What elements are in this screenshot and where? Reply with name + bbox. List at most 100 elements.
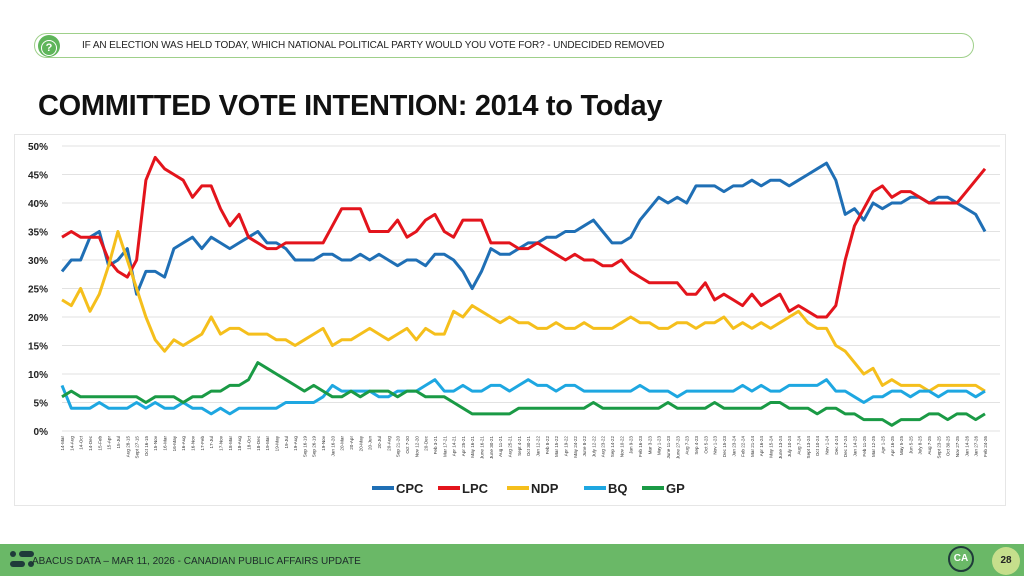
- x-tick-label: Apr 1-25: [880, 436, 885, 454]
- y-tick-label: 50%: [28, 142, 48, 153]
- y-tick-label: 45%: [28, 171, 48, 182]
- x-tick-label: Sept 27-15: [135, 436, 140, 459]
- x-tick-label: Apr 16-24: [759, 436, 764, 457]
- x-tick-label: Apr 16-25: [890, 436, 895, 457]
- x-tick-label: Nov 1-24: [825, 436, 830, 455]
- chart-frame: [14, 134, 1006, 506]
- x-tick-label: June 13-24: [778, 436, 783, 459]
- x-tick-label: Jan 14-26: [964, 436, 969, 457]
- series-line-cpc: [60, 161, 987, 296]
- x-tick-label: Sept 4-21: [517, 436, 522, 456]
- x-tick-label: 14-Oct: [79, 435, 84, 450]
- y-tick-label: 5%: [34, 399, 49, 410]
- x-tick-label: Jan 27-26: [974, 436, 979, 457]
- survey-question: IF AN ELECTION WAS HELD TODAY, WHICH NAT…: [82, 40, 665, 51]
- x-tick-label: 20-Apr: [349, 436, 354, 450]
- y-tick-label: 15%: [28, 342, 48, 353]
- y-tick-label: 40%: [28, 199, 48, 210]
- x-tick-label: Oct 16-15: [144, 436, 149, 457]
- x-tick-label: Feb 3-21: [433, 436, 438, 455]
- x-tick-label: 14-Mar: [60, 436, 65, 451]
- x-tick-label: Sep 26-19: [312, 436, 317, 458]
- x-tick-label: Feb 22-24: [741, 436, 746, 457]
- page-number: 28: [992, 547, 1020, 575]
- x-tick-label: Mar 3-23: [647, 436, 652, 455]
- x-tick-label: June 16-21: [480, 436, 485, 459]
- x-tick-label: July 10-24: [787, 436, 792, 458]
- series-line-lpc: [61, 155, 987, 319]
- x-tick-label: Jun 5-25: [908, 436, 913, 454]
- x-tick-label: Mar 17-21: [442, 436, 447, 457]
- x-tick-label: Jan 14-25: [852, 436, 857, 457]
- x-tick-label: June 8-22: [582, 436, 587, 457]
- x-tick-label: Jan 16-20: [330, 436, 335, 457]
- x-tick-label: Aug 7-24: [797, 436, 802, 455]
- y-tick-label: 35%: [28, 228, 48, 239]
- x-tick-label: 19-Nov: [321, 435, 326, 451]
- series-line-gp: [61, 361, 986, 427]
- x-tick-label: Aug 28-15: [125, 436, 130, 458]
- series-line-bq: [60, 378, 986, 416]
- x-tick-label: May 1-23: [657, 436, 662, 456]
- x-tick-label: July 8-25: [918, 436, 923, 455]
- x-tick-label: July 12-22: [591, 436, 596, 458]
- x-tick-label: 16-Mar: [163, 436, 168, 451]
- x-tick-label: 14-Aug: [69, 436, 74, 451]
- x-tick-label: 15-Jul: [116, 436, 121, 449]
- legend-label-cpc: CPC: [396, 481, 424, 496]
- y-tick-label: 10%: [28, 370, 48, 381]
- footer-bar: [0, 544, 1024, 576]
- x-tick-label: 15-Apr: [107, 436, 112, 450]
- x-tick-label: Sep 14-22: [610, 436, 615, 458]
- x-tick-label: 16-May: [172, 435, 177, 451]
- x-tick-label: Feb 16-23: [638, 436, 643, 457]
- x-tick-label: Oct 7-20: [405, 436, 410, 454]
- x-tick-label: Mar 12-25: [871, 436, 876, 457]
- ca-logo: CA: [948, 546, 974, 572]
- x-tick-label: 20-Mar: [340, 436, 345, 451]
- x-tick-label: Aug 11-21: [498, 436, 503, 457]
- x-tick-label: Nov 27-25: [955, 436, 960, 458]
- legend-label-gp: GP: [666, 481, 685, 496]
- question-circle-icon: ?: [38, 35, 60, 57]
- x-tick-label: 19-Mar: [265, 436, 270, 451]
- y-tick-label: 20%: [28, 313, 48, 324]
- x-tick-label: May 5-25: [899, 436, 904, 456]
- x-tick-label: 20-May: [358, 435, 363, 451]
- legend-label-lpc: LPC: [462, 481, 489, 496]
- x-tick-label: 19-Aug: [293, 436, 298, 451]
- x-tick-label: May 24-22: [573, 436, 578, 458]
- x-tick-label: Oct 5-23: [703, 436, 708, 454]
- x-tick-label: 15-Feb: [97, 436, 102, 451]
- x-tick-label: Jan 9-23: [629, 436, 634, 454]
- legend-label-bq: BQ: [608, 481, 628, 496]
- y-tick-label: 0%: [34, 427, 49, 438]
- x-tick-label: Feb 11-25: [862, 436, 867, 457]
- x-tick-label: Nov 12-20: [414, 436, 419, 458]
- x-tick-label: Oct 10-24: [815, 436, 820, 457]
- x-tick-label: Mar 15-22: [554, 436, 559, 457]
- x-tick-label: Aug 25-21: [508, 436, 513, 458]
- x-tick-label: Oct 30-25: [946, 436, 951, 457]
- x-tick-label: 20-Jun: [368, 436, 373, 450]
- x-tick-label: 20-Jul: [377, 436, 382, 449]
- x-tick-label: Aug 23-22: [601, 436, 606, 458]
- x-tick-label: 18-Mar: [228, 436, 233, 451]
- x-tick-label: Sep 21-20: [396, 436, 401, 458]
- x-tick-label: Oct 30-21: [526, 436, 531, 457]
- x-tick-label: 19-Jul: [284, 436, 289, 449]
- x-tick-label: June 11-23: [666, 436, 671, 459]
- slide-title: COMMITTED VOTE INTENTION: 2014 to Today: [38, 90, 663, 122]
- x-tick-label: May 15-24: [769, 436, 774, 458]
- x-tick-label: 19-May: [274, 435, 279, 451]
- x-tick-label: Dec 15-23: [722, 436, 727, 458]
- x-tick-label: Nov 1-23: [713, 436, 718, 455]
- x-tick-label: Jan 23-24: [731, 436, 736, 457]
- vote-intention-chart: 0% 5% 10% 15% 20% 25% 30% 35% 40% 45% 50% 14-Mar 14-…: [28, 142, 1000, 496]
- footer-text: ABACUS DATA – MAR 11, 2026 - CANADIAN PU…: [32, 556, 361, 567]
- x-tick-label: Nov 10-22: [619, 436, 624, 458]
- x-tick-label: 14-Dec: [88, 435, 93, 451]
- x-tick-label: 17-Nov: [218, 435, 223, 451]
- x-tick-label: June 27-23: [675, 436, 680, 459]
- x-tick-label: Sep 4-23: [694, 436, 699, 455]
